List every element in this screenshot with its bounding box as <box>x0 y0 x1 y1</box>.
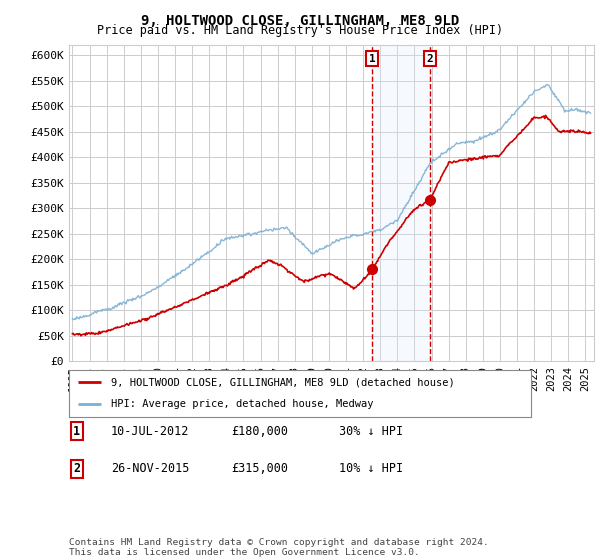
Text: Contains HM Land Registry data © Crown copyright and database right 2024.
This d: Contains HM Land Registry data © Crown c… <box>69 538 489 557</box>
Text: Price paid vs. HM Land Registry's House Price Index (HPI): Price paid vs. HM Land Registry's House … <box>97 24 503 37</box>
Text: 9, HOLTWOOD CLOSE, GILLINGHAM, ME8 9LD: 9, HOLTWOOD CLOSE, GILLINGHAM, ME8 9LD <box>141 14 459 28</box>
Text: £180,000: £180,000 <box>231 424 288 438</box>
Text: HPI: Average price, detached house, Medway: HPI: Average price, detached house, Medw… <box>110 399 373 409</box>
Text: 1: 1 <box>368 54 376 64</box>
Text: 10-JUL-2012: 10-JUL-2012 <box>111 424 190 438</box>
Text: 10% ↓ HPI: 10% ↓ HPI <box>339 462 403 475</box>
Text: 26-NOV-2015: 26-NOV-2015 <box>111 462 190 475</box>
Text: 2: 2 <box>73 462 80 475</box>
Bar <box>372 45 430 361</box>
Text: 2: 2 <box>427 54 433 64</box>
Text: 30% ↓ HPI: 30% ↓ HPI <box>339 424 403 438</box>
Text: 1: 1 <box>73 424 80 438</box>
Text: £315,000: £315,000 <box>231 462 288 475</box>
Text: 9, HOLTWOOD CLOSE, GILLINGHAM, ME8 9LD (detached house): 9, HOLTWOOD CLOSE, GILLINGHAM, ME8 9LD (… <box>110 377 454 388</box>
